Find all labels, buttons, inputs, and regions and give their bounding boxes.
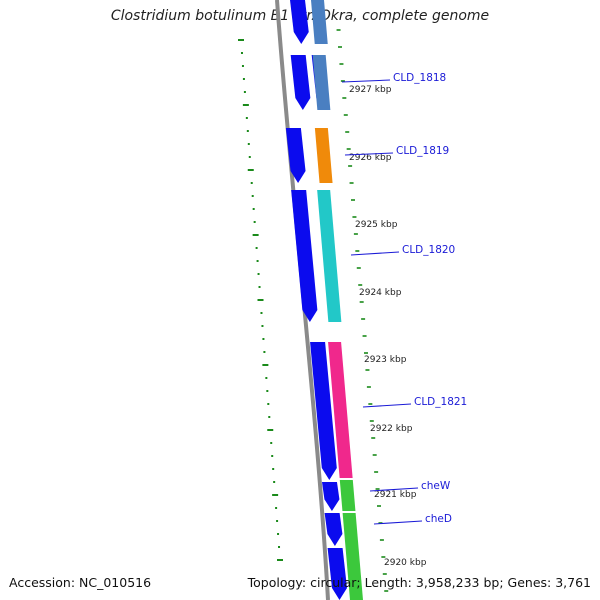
cds-arrow	[290, 0, 309, 44]
cds-arrow	[291, 190, 318, 322]
feature-gene	[317, 190, 342, 322]
feature-gene	[312, 55, 331, 110]
accession-label: Accession: NC_010516	[9, 575, 152, 590]
feature-gene	[339, 480, 356, 511]
tick-label: 2921 kbp	[374, 490, 417, 500]
feature-gene	[311, 0, 328, 44]
feature-gene	[342, 513, 363, 600]
tick-label: 2922 kbp	[370, 424, 413, 434]
gene-label: CLD_1820	[402, 244, 455, 256]
tick-label: 2920 kbp	[384, 558, 427, 568]
cds-arrow	[310, 342, 337, 480]
tick-marks: 2927 kbp 2926 kbp 2925 kbp 2924 kbp 2923 kbp…	[336, 29, 427, 592]
gene-leader-line	[369, 487, 419, 492]
cds-arrow	[290, 55, 311, 110]
feature-track	[311, 0, 363, 600]
genome-summary: Topology: circular; Length: 3,958,233 bp…	[247, 575, 591, 590]
gene-label: CLD_1819	[396, 145, 449, 157]
gene-label: cheD	[425, 513, 452, 525]
cds-arrow	[327, 548, 347, 600]
gene-label: CLD_1818	[393, 72, 446, 84]
tick-label: 2927 kbp	[349, 85, 392, 95]
cds-arrow	[285, 128, 306, 183]
gene-label: CLD_1821	[414, 396, 467, 408]
cds-track	[285, 0, 347, 600]
gene-labels: CLD_1818 CLD_1819 CLD_1820 CLD_1821 cheW cheD	[341, 72, 467, 525]
gene-leader-line	[344, 152, 394, 156]
feature-gene	[314, 128, 333, 183]
gene-leader-line	[341, 79, 391, 83]
gene-leader-line	[350, 251, 400, 256]
tick-label: 2923 kbp	[364, 355, 407, 365]
gene-leader-line	[373, 520, 423, 525]
cds-arrow	[321, 482, 340, 511]
tick-label: 2926 kbp	[349, 153, 392, 163]
tick-label: 2924 kbp	[359, 288, 402, 298]
cds-arrow	[324, 513, 343, 546]
gene-label: cheW	[421, 480, 451, 492]
gene-leader-line	[362, 403, 412, 408]
gc-skew-track	[238, 39, 283, 561]
feature-gene	[328, 342, 353, 478]
tick-label: 2925 kbp	[355, 220, 398, 230]
